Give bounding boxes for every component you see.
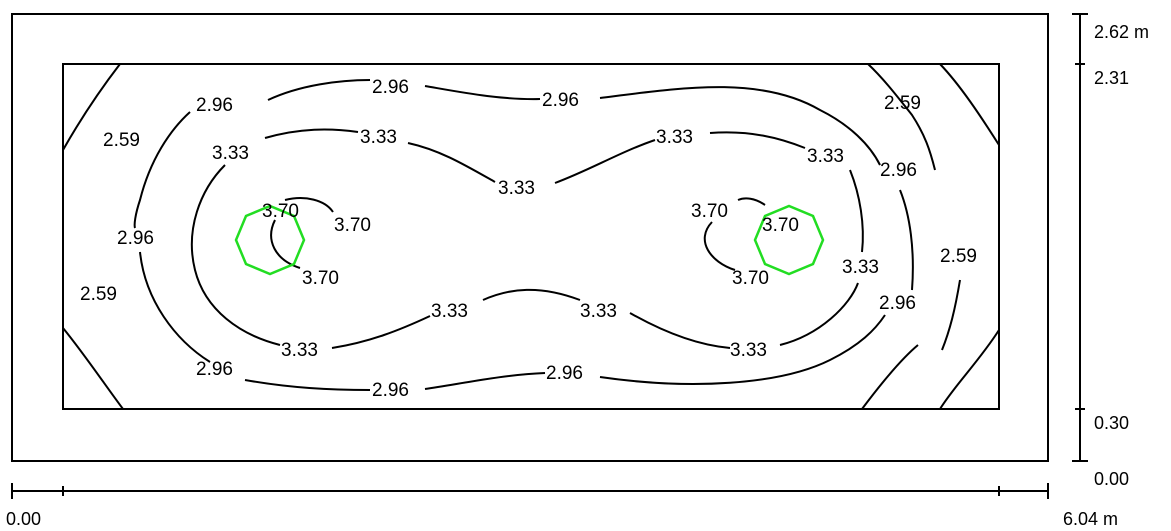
label-3-70: 3.70 — [691, 201, 728, 222]
label-2-59: 2.59 — [80, 284, 117, 305]
label-2-96: 2.96 — [196, 359, 233, 380]
dimension-y: 2.62 m 2.31 0.30 0.00 — [1072, 13, 1149, 489]
label-3-70: 3.70 — [732, 268, 769, 289]
label-2-96: 2.96 — [372, 77, 409, 98]
calculation-area — [62, 63, 1000, 410]
label-2-59: 2.59 — [103, 130, 140, 151]
label-2-96: 2.96 — [542, 90, 579, 111]
label-3-33: 3.33 — [360, 127, 397, 148]
label-3-70: 3.70 — [762, 215, 799, 236]
label-2-96: 2.96 — [117, 228, 154, 249]
label-3-33: 3.33 — [281, 340, 318, 361]
luminaire-right — [753, 204, 825, 276]
label-3-33: 3.33 — [656, 127, 693, 148]
isolines-2-96 — [133, 79, 914, 391]
label-2-59: 2.59 — [884, 93, 921, 114]
room-outline — [11, 13, 1049, 462]
isolines-3-70 — [270, 197, 766, 271]
label-2-59: 2.59 — [940, 246, 977, 267]
label-3-70: 3.70 — [302, 268, 339, 289]
dim-x-end: 6.04 m — [1063, 509, 1118, 529]
label-3-70: 3.70 — [262, 201, 299, 222]
label-3-33: 3.33 — [730, 340, 767, 361]
label-3-33: 3.33 — [212, 143, 249, 164]
dim-x-start: 0.00 — [6, 509, 41, 529]
label-2-96: 2.96 — [372, 380, 409, 401]
dimension-x: 0.00 6.04 m — [6, 483, 1118, 529]
dim-y-inner-bottom: 0.30 — [1094, 413, 1129, 433]
label-2-96: 2.96 — [879, 293, 916, 314]
isolines-3-33 — [190, 128, 864, 349]
luminaire-left — [234, 204, 306, 276]
isolines-2-59 — [62, 63, 1000, 410]
label-3-33: 3.33 — [498, 178, 535, 199]
dim-y-bottom: 0.00 — [1094, 469, 1129, 489]
label-3-33: 3.33 — [807, 146, 844, 167]
label-3-33: 3.33 — [580, 301, 617, 322]
label-2-96: 2.96 — [880, 160, 917, 181]
dim-y-inner-top: 2.31 — [1094, 68, 1129, 88]
label-3-33: 3.33 — [842, 257, 879, 278]
dim-y-top: 2.62 m — [1094, 22, 1149, 42]
label-3-70: 3.70 — [334, 215, 371, 236]
label-2-96: 2.96 — [196, 95, 233, 116]
label-2-96: 2.96 — [546, 363, 583, 384]
label-3-33: 3.33 — [431, 301, 468, 322]
